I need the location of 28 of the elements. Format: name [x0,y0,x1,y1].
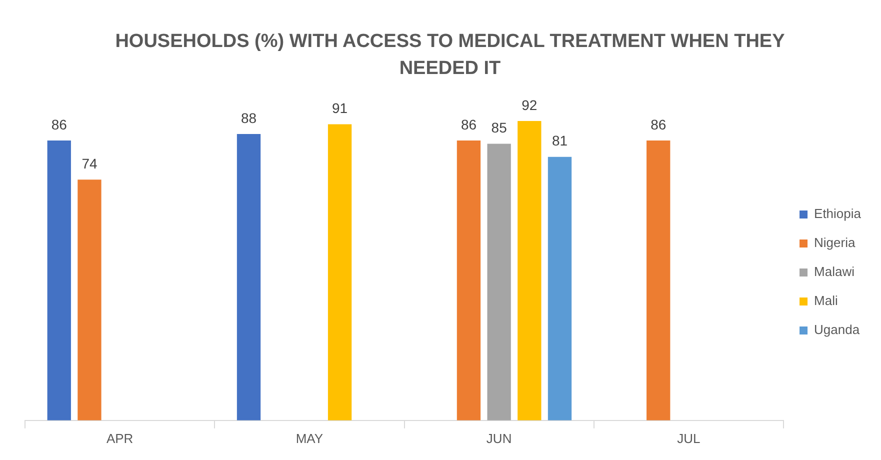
data-label: 91 [332,100,348,116]
bar [47,140,71,420]
chart-title: HOUSEHOLDS (%) WITH ACCESS TO MEDICAL TREATMENT WHEN THEY NEEDED IT [114,30,786,81]
legend-label: Malawi [814,264,855,280]
legend-label: Ethiopia [814,206,862,222]
bar [78,180,102,420]
data-label: 88 [240,110,257,126]
x-tick-label: JUL [677,430,700,446]
legend-label: Nigeria [814,235,856,250]
x-tick-label: MAY [296,430,324,446]
data-label: 92 [522,96,538,113]
data-label: 86 [460,116,477,132]
bar [548,156,572,420]
bar [456,140,481,420]
bar [487,144,511,420]
data-label: 86 [650,116,666,132]
data-label: 81 [552,132,568,149]
bar [328,124,352,420]
data-label: 74 [82,155,98,172]
legend-label: Mali [814,293,838,308]
x-tick-label: JUN [486,430,512,446]
bar [646,140,670,420]
bar [236,134,261,420]
x-tick-label: APR [106,430,134,446]
data-label: 85 [491,120,508,136]
legend-label: Uganda [814,322,860,338]
bar [518,121,542,420]
data-label: 86 [51,116,68,132]
